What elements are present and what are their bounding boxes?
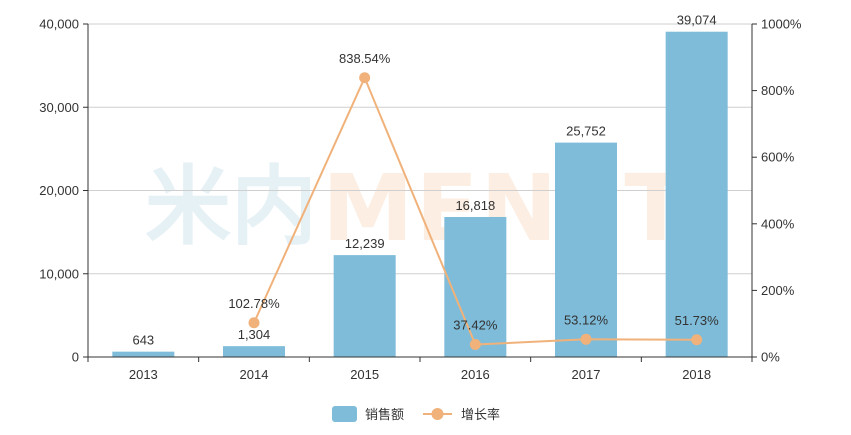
bar-value-label: 12,239 (345, 236, 385, 251)
bar (665, 31, 728, 357)
x-tick-label: 2014 (240, 367, 269, 382)
watermark: 米内 MENET (145, 155, 687, 262)
y-right-tick-label: 600% (761, 150, 795, 165)
line-point (580, 333, 592, 345)
y-right-tick-label: 200% (761, 283, 795, 298)
line-point (691, 334, 703, 346)
y-left-tick-label: 20,000 (39, 183, 79, 198)
legend-label: 增长率 (461, 407, 500, 423)
bar (223, 346, 285, 357)
legend-label: 销售额 (365, 407, 404, 423)
legend-swatch-bar (332, 406, 357, 422)
bar (444, 216, 507, 357)
legend-item-growth[interactable]: 增长率 (423, 407, 500, 423)
bar (555, 142, 617, 357)
line-point (469, 339, 481, 351)
line-point (248, 317, 260, 329)
line-value-label: 51.73% (675, 313, 720, 328)
bar-value-label: 643 (132, 333, 154, 348)
bar-value-label: 25,752 (566, 124, 606, 139)
legend-item-sales[interactable]: 销售额 (332, 406, 404, 423)
legend[interactable]: 销售额 增长率 (332, 406, 500, 423)
y-left-tick-label: 40,000 (39, 17, 79, 32)
y-right-tick-label: 0% (761, 350, 780, 365)
line-value-label: 53.12% (564, 312, 609, 327)
x-tick-label: 2013 (129, 367, 158, 382)
y-left-tick-label: 0 (72, 350, 79, 365)
bar (333, 255, 396, 357)
line-value-label: 838.54% (339, 51, 391, 66)
bar-value-label: 39,074 (677, 13, 717, 28)
gridlines (88, 23, 752, 275)
x-tick-label: 2016 (461, 367, 490, 382)
y-right-tick-label: 800% (761, 83, 795, 98)
axes: 0 10,000 20,000 30,000 40,000 0% 200% 400% 600% 8… (39, 17, 802, 383)
bar-series (112, 31, 728, 357)
bar (112, 351, 175, 357)
data-labels: 643 1,304 12,239 16,818 25,752 39,074 102.78% 8… (132, 13, 719, 348)
line-value-label: 102.78% (228, 296, 280, 311)
line-value-label: 37.42% (453, 318, 498, 333)
bar-value-label: 1,304 (238, 327, 271, 342)
legend-swatch-point (431, 408, 444, 420)
x-tick-label: 2018 (682, 367, 711, 382)
line-point (359, 72, 371, 84)
x-tick-label: 2015 (350, 367, 379, 382)
line-series (248, 72, 703, 351)
watermark-cn: 米内 (145, 157, 317, 257)
y-right-tick-label: 1000% (761, 17, 802, 32)
y-left-tick-label: 10,000 (39, 266, 79, 281)
y-left-tick-label: 30,000 (39, 100, 79, 115)
y-right-tick-label: 400% (761, 216, 795, 231)
bar-value-label: 16,818 (455, 198, 495, 213)
x-tick-label: 2017 (572, 367, 601, 382)
